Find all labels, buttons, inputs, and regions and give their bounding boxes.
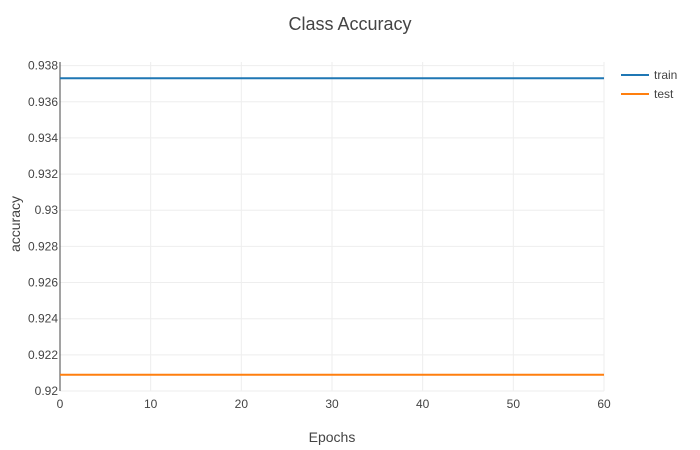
y-tick-label: 0.924 — [28, 312, 58, 326]
y-axis-ticks: 0.92 0.922 0.924 0.926 0.928 0.93 0.932 0.934 0.… — [28, 59, 58, 398]
x-axis-title: Epochs — [309, 429, 356, 445]
x-gridlines — [150, 62, 605, 391]
legend-item-train[interactable]: train — [621, 68, 677, 82]
legend-label: train — [654, 68, 677, 82]
y-gridlines — [60, 65, 604, 392]
y-tick-label: 0.938 — [28, 59, 58, 73]
y-tick-label: 0.928 — [28, 239, 58, 253]
x-tick-label: 30 — [325, 397, 339, 411]
x-tick-label: 60 — [597, 397, 611, 411]
x-tick-label: 50 — [507, 397, 521, 411]
chart-title: Class Accuracy — [288, 14, 411, 34]
y-tick-label: 0.936 — [28, 95, 58, 109]
series-lines — [60, 77, 604, 376]
x-tick-label: 20 — [235, 397, 249, 411]
y-tick-label: 0.93 — [35, 203, 59, 217]
y-tick-label: 0.926 — [28, 276, 58, 290]
legend[interactable]: train test — [621, 68, 677, 101]
y-tick-label: 0.932 — [28, 167, 58, 181]
y-tick-label: 0.92 — [35, 384, 59, 398]
x-tick-label: 0 — [57, 397, 64, 411]
y-tick-label: 0.922 — [28, 348, 58, 362]
x-axis-ticks: 0 10 20 30 40 50 60 — [57, 397, 611, 411]
legend-label: test — [654, 87, 674, 101]
x-tick-label: 10 — [144, 397, 158, 411]
x-tick-label: 40 — [416, 397, 430, 411]
legend-item-test[interactable]: test — [621, 87, 674, 101]
y-axis-title: accuracy — [7, 196, 23, 252]
y-tick-label: 0.934 — [28, 131, 58, 145]
